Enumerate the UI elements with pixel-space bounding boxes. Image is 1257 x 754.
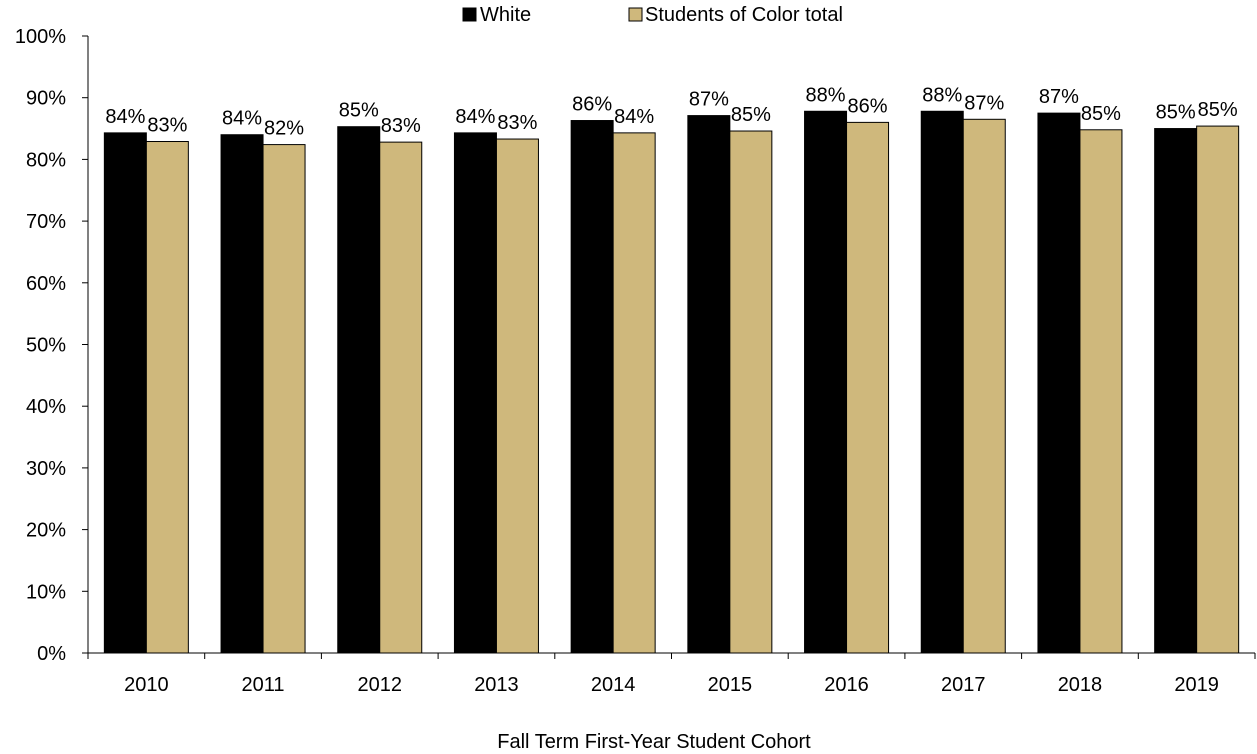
data-label-white: 88% — [922, 84, 962, 106]
y-tick-label: 80% — [26, 149, 66, 171]
data-label-white: 85% — [339, 100, 379, 122]
x-axis: 2010 2011 2012 2013 2014 2015 2016 2017 2018 2019 — [87, 652, 1256, 696]
data-label-students-of-color: 87% — [964, 92, 1004, 114]
y-tick-label: 100% — [15, 26, 66, 48]
bar-students-of-color — [846, 121, 890, 654]
x-tick-label: 2017 — [941, 674, 986, 696]
data-label-students-of-color: 82% — [264, 118, 304, 140]
bar-white — [804, 110, 848, 654]
data-label-white: 84% — [105, 106, 145, 128]
bar-white — [220, 134, 264, 654]
bar-students-of-color — [1079, 129, 1123, 654]
x-tick-label: 2011 — [242, 674, 285, 696]
y-axis: 0% 10% 20% 30% 40% 50% 60% 70% 80% 90% 100% — [15, 26, 89, 665]
data-label-white: 87% — [689, 89, 729, 111]
legend: White Students of Color total — [462, 4, 843, 26]
data-label-students-of-color: 84% — [614, 106, 654, 128]
x-tick-label: 2016 — [824, 674, 869, 696]
y-tick-label: 0% — [37, 643, 66, 665]
y-tick-label: 40% — [26, 396, 66, 418]
data-label-students-of-color: 83% — [497, 112, 537, 134]
legend-swatch-white — [462, 7, 477, 22]
x-tick-label: 2014 — [591, 674, 636, 696]
data-label-white: 87% — [1039, 86, 1079, 108]
bar-white — [570, 120, 614, 654]
data-label-students-of-color: 85% — [1198, 99, 1238, 121]
bar-white — [103, 132, 147, 654]
bar-students-of-color — [262, 144, 306, 654]
bar-white — [1154, 128, 1198, 654]
bar-white — [453, 132, 497, 654]
data-label-students-of-color: 83% — [381, 115, 421, 137]
x-axis-title: Fall Term First-Year Student Cohort — [497, 731, 811, 753]
data-label-students-of-color: 85% — [1081, 103, 1121, 125]
bar-students-of-color — [729, 130, 773, 654]
y-tick-label: 20% — [26, 520, 66, 542]
data-label-white: 84% — [222, 108, 262, 130]
x-tick-label: 2015 — [708, 674, 753, 696]
bar-white — [337, 126, 381, 654]
bar-students-of-color — [495, 138, 539, 654]
data-label-white: 84% — [455, 106, 495, 128]
bar-white — [687, 115, 731, 654]
bar-students-of-color — [1196, 125, 1240, 654]
data-label-students-of-color: 83% — [147, 115, 187, 137]
y-tick-label: 30% — [26, 458, 66, 480]
data-labels: 84% 83% 84% 82%85%83% 84% 83%86%84%87%85%88%8… — [105, 84, 1238, 139]
y-tick-label: 50% — [26, 335, 66, 357]
data-label-white: 86% — [572, 94, 612, 116]
data-label-students-of-color: 85% — [731, 104, 771, 126]
x-tick-label: 2013 — [474, 674, 519, 696]
x-tick-label: 2019 — [1174, 674, 1219, 696]
legend-label-white: White — [480, 4, 531, 26]
bar-students-of-color — [145, 141, 189, 654]
bars — [103, 110, 1240, 654]
bar-students-of-color — [612, 132, 656, 654]
y-tick-label: 60% — [26, 273, 66, 295]
x-tick-label: 2012 — [358, 674, 403, 696]
x-tick-label: 2010 — [124, 674, 169, 696]
y-tick-label: 90% — [26, 88, 66, 110]
data-label-white: 85% — [1156, 102, 1196, 124]
legend-label-students-of-color: Students of Color total — [645, 4, 843, 26]
y-tick-label: 70% — [26, 211, 66, 233]
bar-white — [1037, 112, 1081, 654]
data-label-students-of-color: 86% — [848, 95, 888, 117]
bar-white — [920, 110, 964, 654]
y-tick-label: 10% — [26, 581, 66, 603]
bar-students-of-color — [379, 141, 423, 654]
x-tick-label: 2018 — [1058, 674, 1103, 696]
legend-swatch-students-of-color — [628, 7, 643, 22]
data-label-white: 88% — [806, 84, 846, 106]
bar-students-of-color — [962, 118, 1006, 654]
